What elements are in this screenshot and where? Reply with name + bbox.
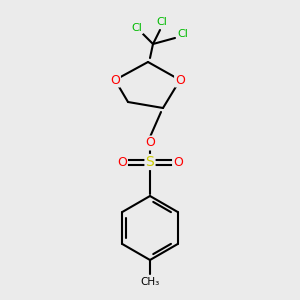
Text: O: O xyxy=(117,155,127,169)
Text: Cl: Cl xyxy=(178,29,188,39)
Text: Cl: Cl xyxy=(157,17,167,27)
Text: O: O xyxy=(145,136,155,149)
Text: O: O xyxy=(173,155,183,169)
Text: O: O xyxy=(175,74,185,86)
Text: S: S xyxy=(146,155,154,169)
Text: O: O xyxy=(110,74,120,86)
Text: CH₃: CH₃ xyxy=(140,277,160,287)
Text: Cl: Cl xyxy=(132,23,142,33)
